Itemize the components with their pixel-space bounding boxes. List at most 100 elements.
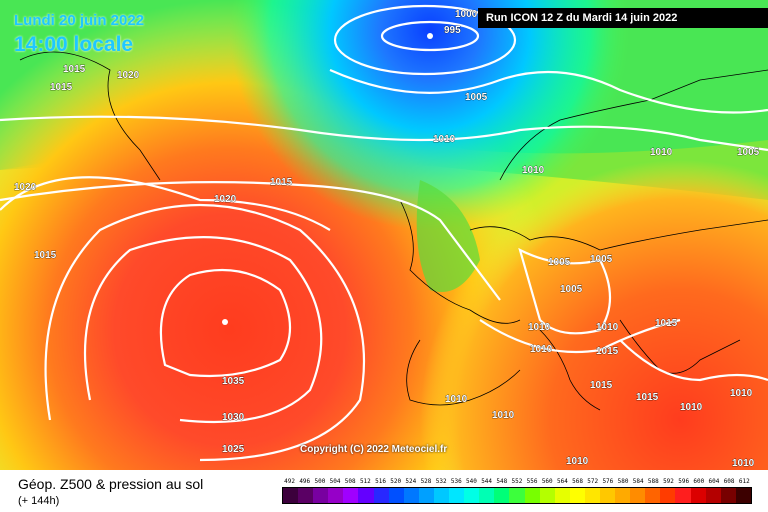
scale-swatch [554,488,570,503]
scale-label: 564 [556,478,568,485]
isobar-label-1010-east: 1010 [650,147,673,158]
scale-label: 508 [344,478,356,485]
scale-label: 568 [572,478,583,485]
product-subtitle: (+ 144h) [18,495,60,507]
forecast-date: Lundi 20 juin 2022 [14,12,145,29]
scale-label: 612 [738,478,750,485]
scale-swatch [569,488,585,503]
isobar-label-1030: 1030 [222,412,245,423]
isobar-label-1005: 1005 [465,92,488,103]
scale-swatch [735,488,751,503]
isobar-label-1015-balkans: 1015 [655,318,678,329]
isobar-label-1010-med: 1010 [492,410,515,421]
scale-swatch [599,488,616,503]
color-scale: 492 496 500 504 508 512 516 520 524 528 532 536 540 5… [282,478,752,504]
isobar-label-1010-iberia: 1010 [445,394,468,405]
isobar-label-1010-east-med: 1010 [730,388,753,399]
isobar-1025 [44,204,366,462]
low-pressure-center [427,33,433,39]
forecast-time: 14:00 locale [14,33,134,56]
scale-label: 556 [526,478,538,485]
isobar-label-1010-southeast: 1010 [732,458,755,469]
isobar-label-1010-africa: 1010 [566,456,589,467]
isobar-label-1015-balkans-2: 1015 [596,346,619,357]
isobar-label-1005-central-2: 1005 [590,254,613,265]
isobar-label-995: 995 [444,25,461,36]
scale-swatch [313,488,329,503]
scale-label: 548 [496,478,508,485]
product-title: Géop. Z500 & pression au sol [18,476,204,492]
scale-swatch [343,488,359,503]
scale-label: 588 [647,478,659,485]
isobar-1015 [0,181,501,301]
copyright-notice: Copyright (C) 2022 Meteociel.fr [300,444,448,455]
scale-swatch [494,488,510,503]
scale-label: 560 [541,478,553,485]
isobar-label-1015-west: 1015 [34,250,57,261]
scale-swatch [660,488,676,503]
scale-swatch [433,488,450,503]
isobar-label-1000: 1000 [455,9,478,20]
isobar-1010 [0,115,768,152]
isobar-label-1010-central: 1010 [528,322,551,333]
scale-swatch [720,488,736,503]
isobar-labels: 995 1000 1005 1010 1015 1020 1025 1030 1… [14,9,760,470]
weather-map: 995 1000 1005 1010 1015 1020 1025 1030 1… [0,0,768,470]
scale-label: 580 [617,478,629,485]
isobar-label-1035: 1035 [222,376,245,387]
scale-swatch [584,488,600,503]
scale-label: 608 [723,478,735,485]
isobar-995 [380,20,480,52]
isobar-label-1025: 1025 [222,444,245,455]
scale-swatch [630,488,646,503]
isobar-1010-europe [479,318,681,354]
scale-label: 500 [314,478,326,485]
scale-label: 552 [511,478,523,485]
scale-swatch [373,488,389,503]
legend-footer: Géop. Z500 & pression au sol (+ 144h) 49… [0,470,768,512]
scale-swatch [328,488,344,503]
isobar-1035 [159,268,291,378]
isobar-1015-europe [619,339,768,382]
pressure-centers [222,33,433,325]
scale-swatch [298,488,314,503]
high-pressure-center [222,319,228,325]
isobar-label-1020-greenland: 1020 [117,70,140,81]
scale-label: 600 [693,478,705,485]
scale-swatch [464,488,480,503]
isobar-label-1005-east: 1005 [737,147,760,158]
scale-label: 532 [435,478,447,485]
scale-label: 592 [663,478,674,485]
isobar-label-1020-west: 1020 [14,182,37,193]
color-scale-bar [282,487,752,504]
scale-label: 520 [390,478,402,485]
scale-swatch [509,488,525,503]
isobar-label-1010-turkey: 1010 [680,402,703,413]
scale-label: 544 [481,478,493,485]
scale-label: 524 [405,478,417,485]
scale-swatch [705,488,721,503]
isobar-label-1020: 1020 [214,194,237,205]
isobar-1030 [84,236,323,424]
scale-swatch [645,488,661,503]
isobar-1000 [333,4,517,76]
color-scale-labels: 492 496 500 504 508 512 516 520 524 528 532 536 540 5… [282,478,752,485]
isobar-1020 [0,176,331,231]
isobar-label-1005-central: 1005 [548,257,571,268]
isobar-label-1010-italy: 1010 [530,344,553,355]
isobar-label-1015: 1015 [270,177,293,188]
scale-label: 572 [587,478,599,485]
scale-swatch [524,488,540,503]
isobar-label-1015-greenland-2: 1015 [50,82,73,93]
low-pressure-field [0,0,768,470]
scale-label: 496 [299,478,311,485]
isobars [0,4,768,462]
scale-swatch [690,488,706,503]
scale-label: 536 [450,478,462,485]
scale-label: 512 [359,478,371,485]
isobar-label-1010-central-2: 1010 [596,322,619,333]
scale-swatch [675,488,691,503]
scale-swatch [615,488,631,503]
isobar-label-1005-central-3: 1005 [560,284,583,295]
trough-field [416,180,480,292]
